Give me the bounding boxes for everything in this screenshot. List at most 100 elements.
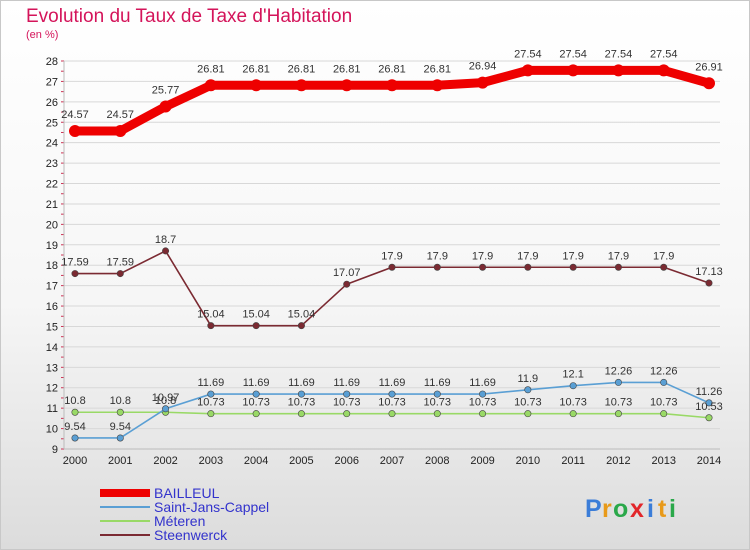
y-tick-label: 14 (46, 342, 58, 354)
x-tick-label: 2010 (516, 455, 540, 467)
data-label: 17.13 (695, 266, 723, 278)
data-point (524, 263, 532, 271)
x-tick-label: 2009 (470, 455, 494, 467)
data-label: 10.73 (288, 397, 316, 409)
x-tick-label: 2006 (334, 455, 358, 467)
data-label: 11.69 (469, 377, 496, 389)
data-label: 12.26 (605, 365, 633, 377)
y-tick-label: 17 (46, 281, 58, 293)
data-label: 9.54 (64, 421, 85, 433)
data-label-layer: 24.57 24.57 25.77 26.81 26.81 26.81 26.81 26.81… (61, 48, 723, 433)
data-point (569, 382, 577, 390)
data-label: 10.73 (242, 397, 270, 409)
data-label: 10.8 (155, 395, 176, 407)
data-label: 17.9 (472, 250, 493, 262)
data-point (476, 76, 489, 89)
x-tick-label: 2000 (63, 455, 87, 467)
data-point (388, 390, 396, 398)
data-point (252, 410, 260, 418)
data-point (705, 399, 713, 407)
data-label: 27.54 (514, 48, 542, 60)
data-label: 11.69 (288, 377, 315, 389)
data-label: 12.1 (562, 369, 583, 381)
data-point (162, 405, 170, 413)
data-point (433, 263, 441, 271)
data-label: 10.73 (559, 397, 587, 409)
data-label: 11.69 (424, 377, 451, 389)
data-point (297, 322, 305, 330)
legend-label: BAILLEUL (154, 485, 220, 501)
data-point (524, 386, 532, 394)
data-point (614, 263, 622, 271)
data-point (612, 64, 625, 77)
data-label: 27.54 (650, 48, 678, 60)
data-point (479, 410, 487, 418)
data-point (660, 410, 668, 418)
data-point (703, 77, 715, 90)
brand-letter: i (647, 495, 654, 523)
data-point (207, 410, 215, 418)
y-tick-label: 21 (46, 199, 58, 211)
data-point (207, 322, 215, 330)
x-tick-label: 2011 (561, 455, 585, 467)
data-point (250, 79, 263, 92)
data-label: 18.7 (155, 234, 176, 246)
y-tick-label: 28 (46, 56, 58, 68)
data-point (343, 410, 351, 418)
data-label: 26.94 (469, 61, 497, 73)
data-label: 17.9 (381, 250, 402, 262)
x-tick-label: 2012 (606, 455, 630, 467)
data-point (116, 434, 124, 442)
data-point (207, 390, 215, 398)
data-point (660, 378, 668, 386)
y-tick-label: 10 (46, 424, 58, 436)
data-point (660, 263, 668, 271)
data-label: 26.81 (197, 63, 225, 75)
data-point (479, 263, 487, 271)
data-point (340, 79, 353, 92)
data-point (162, 247, 170, 255)
data-label: 27.54 (559, 48, 587, 60)
data-point (614, 378, 622, 386)
x-tick-label: 2002 (153, 455, 177, 467)
y-tick-label: 9 (52, 444, 58, 456)
data-label: 10.73 (424, 397, 452, 409)
brand-letter: i (669, 495, 676, 523)
data-point (569, 263, 577, 271)
y-tick-label: 25 (46, 117, 58, 129)
data-point (116, 408, 124, 416)
data-point (521, 64, 534, 77)
x-tick-label: 2004 (244, 455, 268, 467)
data-label: 17.9 (653, 250, 674, 262)
y-tick-label: 18 (46, 260, 58, 272)
data-label: 17.9 (608, 250, 629, 262)
legend-label: Saint-Jans-Cappel (154, 499, 269, 515)
data-label: 17.9 (562, 250, 583, 262)
axis-layer: 9 10 11 12 13 14 15 16 17 18 19 20 21 22 23 24 25 26 27 28 2… (46, 56, 721, 467)
data-label: 24.57 (61, 109, 89, 121)
chart-title: Evolution du Taux de Taxe d'Habitation (26, 6, 353, 27)
y-tick-label: 27 (46, 76, 58, 88)
data-point (431, 79, 444, 92)
data-point (71, 408, 79, 416)
brand-letter: o (613, 495, 628, 523)
data-point (388, 410, 396, 418)
data-point (524, 410, 532, 418)
y-tick-label: 23 (46, 158, 58, 170)
data-label: 26.81 (288, 63, 316, 75)
data-point (433, 410, 441, 418)
data-point (69, 125, 81, 138)
y-tick-label: 26 (46, 97, 58, 109)
x-tick-label: 2013 (651, 455, 675, 467)
legend: BAILLEULSaint-Jans-CappelMéterenSteenwer… (100, 485, 269, 543)
data-label: 11.69 (243, 377, 270, 389)
data-point (657, 64, 670, 77)
data-point (343, 390, 351, 398)
y-tick-label: 19 (46, 240, 58, 252)
data-point (204, 79, 217, 92)
data-point (567, 64, 580, 77)
data-label: 26.81 (242, 63, 270, 75)
data-label: 17.9 (517, 250, 538, 262)
brand-letter: r (602, 495, 612, 523)
data-point (71, 434, 79, 442)
